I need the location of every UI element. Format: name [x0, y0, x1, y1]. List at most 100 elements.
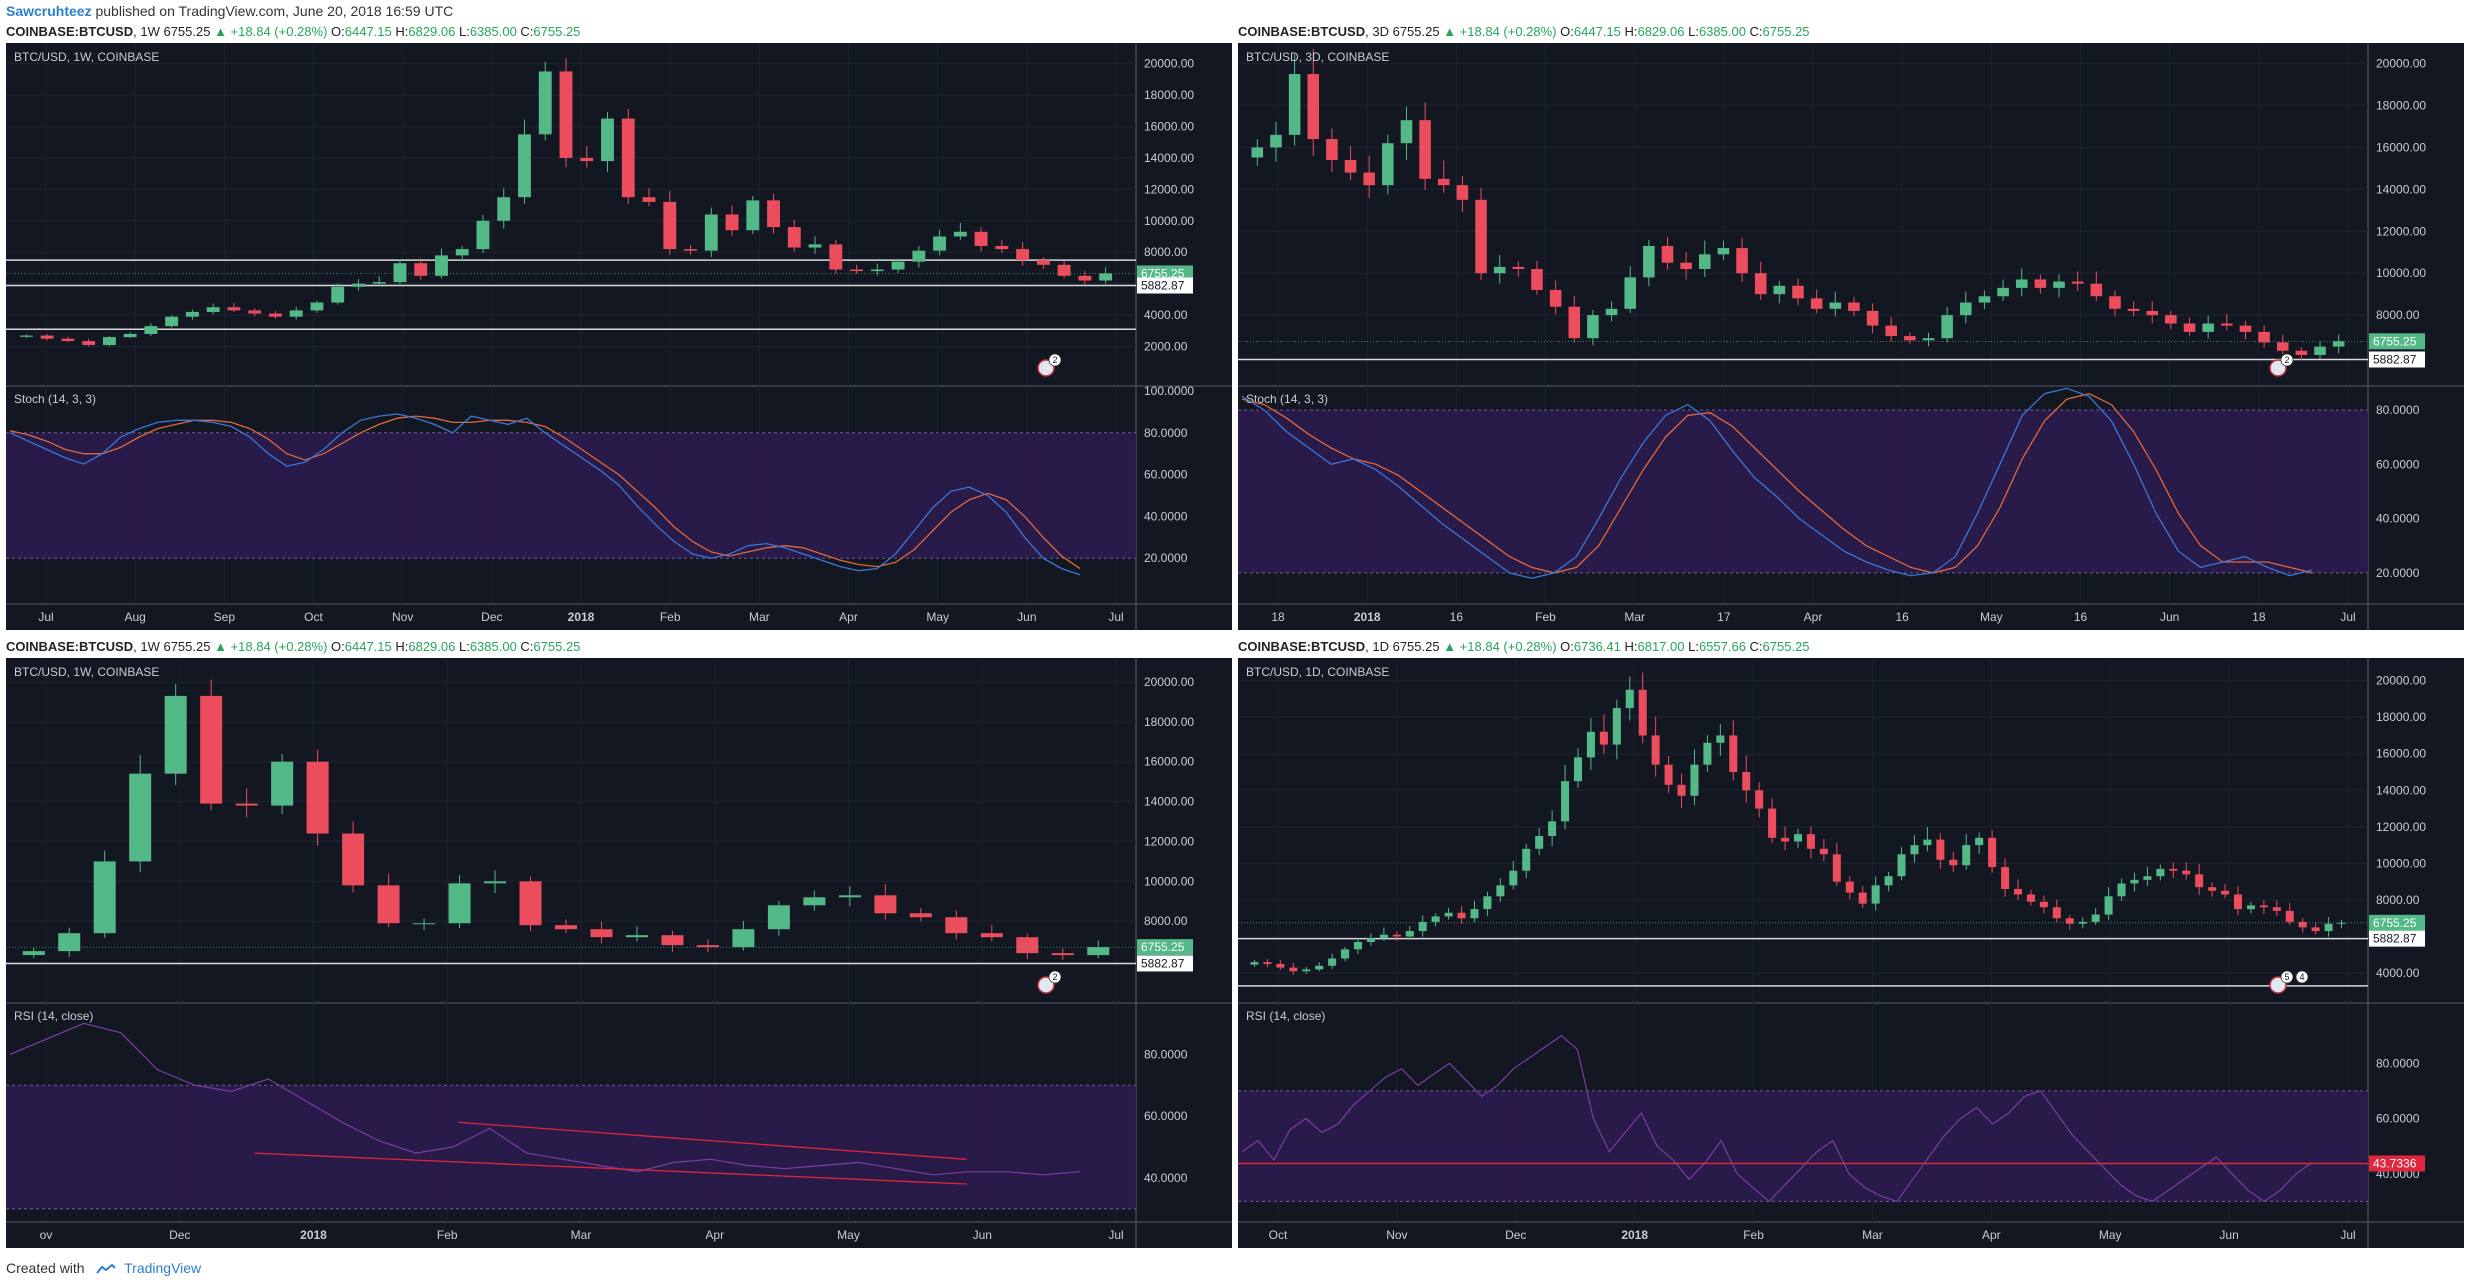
hline-label-bg [2369, 351, 2425, 368]
chart-1-svg[interactable]: 20000.00 18000.00 16000.00 14000.00 12000.00… [6, 43, 1232, 630]
candle [40, 333, 54, 341]
candle [248, 308, 262, 317]
time-tick-label: Oct [304, 610, 323, 624]
candle [1099, 267, 1113, 284]
candle [1858, 886, 1867, 909]
candle-body [1568, 306, 1581, 339]
chart-2-svg[interactable]: 20000.00 18000.00 16000.00 14000.00 12000.00… [1238, 43, 2464, 630]
candle-body [2246, 905, 2255, 910]
candle [1457, 906, 1466, 924]
event-count-badge-2 [2295, 970, 2309, 984]
panel-1-header: COINBASE:BTCUSD, 1W 6755.25 ▲ +18.84 (+0… [6, 22, 580, 42]
candle-body [725, 214, 739, 231]
candle [2337, 919, 2346, 929]
candle [912, 245, 926, 268]
candle [663, 191, 677, 255]
price-tick-label: 14000.00 [1144, 151, 1194, 165]
header-h-label: H: [1624, 639, 1638, 654]
candle [1897, 847, 1906, 881]
chart-panel-1[interactable]: 20000.00 18000.00 16000.00 14000.00 12000.00… [6, 43, 1232, 630]
candle-body [310, 302, 324, 311]
candle [1978, 290, 1991, 310]
candle [1251, 139, 1264, 166]
time-tick-label: Apr [1982, 1228, 2001, 1242]
candle-body [2332, 341, 2345, 347]
chart-panel-2[interactable]: 20000.00 18000.00 16000.00 14000.00 12000.00… [1238, 43, 2464, 630]
time-tick-label: Mar [571, 1228, 592, 1242]
chart-panel-3[interactable]: 20000.00 18000.00 16000.00 14000.00 12000.00… [6, 658, 1232, 1248]
candle [1512, 261, 1525, 277]
candle-body [787, 227, 801, 248]
event-count-badge [2280, 353, 2294, 367]
candle [1405, 926, 1414, 940]
time-tick-label: 16 [1450, 610, 1464, 624]
candle-body [538, 71, 552, 135]
candle-body [1680, 262, 1692, 269]
candle-body [484, 881, 507, 884]
indicator-legend: RSI (14, close) [1246, 1009, 1325, 1023]
rsi-value-label-bg [2369, 1155, 2425, 1172]
candle [850, 264, 863, 274]
candle [1586, 718, 1595, 770]
candle-body [40, 335, 54, 339]
candle-body [331, 286, 345, 303]
candle [235, 788, 258, 818]
candle-body [1057, 264, 1071, 276]
indicator-tick-label: 80.0000 [1144, 426, 1188, 440]
rsi-trendline [457, 1121, 967, 1160]
candle-body [1509, 870, 1518, 886]
header-c-label: C: [1749, 639, 1763, 654]
price-tick-label: 18000.00 [2376, 710, 2426, 724]
time-tick-label: Dec [1505, 1228, 1526, 1242]
candle-body [1819, 848, 1828, 855]
candle [372, 276, 386, 287]
candle [448, 874, 471, 929]
price-tick-label: 10000.00 [1144, 874, 1194, 888]
candle [684, 245, 697, 255]
candle-body [2130, 879, 2139, 884]
candle-body [1936, 839, 1945, 860]
price-tick-label: 18000.00 [1144, 88, 1194, 102]
candle [1382, 134, 1394, 195]
price-tick-label: 14000.00 [2376, 182, 2426, 196]
candle [1531, 261, 1543, 295]
candle-body [2071, 281, 2084, 284]
candle [661, 930, 684, 952]
chart-legend: BTC/USD, 3D, COINBASE [1246, 50, 1389, 64]
candle [377, 873, 400, 928]
header-o-label: O: [331, 639, 345, 654]
candle [2208, 882, 2217, 897]
header-price: 6755.25 [1392, 24, 1444, 39]
candle-body [1923, 839, 1932, 846]
event-flag-icon [2269, 976, 2287, 994]
candle-body [1716, 735, 1725, 743]
event-flag-icon [2269, 359, 2287, 377]
candle [1270, 121, 1282, 162]
candle [2039, 895, 2048, 914]
event-count-text: 2 [1052, 972, 1057, 982]
candle-body [2104, 896, 2113, 915]
candle-body [621, 118, 635, 198]
candle [1392, 931, 1401, 942]
candle-body [1270, 134, 1282, 148]
candle-body [2001, 867, 2010, 889]
candle [93, 850, 116, 938]
candle [342, 821, 365, 893]
candle-body [829, 244, 843, 270]
candle-body [1729, 735, 1738, 773]
candle [1661, 237, 1674, 270]
candle [1315, 962, 1324, 972]
candle-body [413, 923, 436, 925]
candle-body [2311, 927, 2320, 932]
candle [580, 145, 594, 168]
tradingview-link[interactable]: TradingView [124, 1260, 202, 1276]
author-name[interactable]: Sawcruhteez [6, 3, 92, 19]
candle-body [1405, 931, 1414, 937]
candle-body [1326, 139, 1338, 160]
chart-panel-4[interactable]: 20000.00 18000.00 16000.00 14000.00 12000.00… [1238, 658, 2464, 1248]
candle-body [2015, 279, 2028, 288]
chart-4-svg[interactable]: 20000.00 18000.00 16000.00 14000.00 12000.00… [1238, 658, 2464, 1248]
candle [1470, 900, 1479, 923]
candle [625, 926, 648, 942]
chart-3-svg[interactable]: 20000.00 18000.00 16000.00 14000.00 12000.00… [6, 658, 1232, 1248]
